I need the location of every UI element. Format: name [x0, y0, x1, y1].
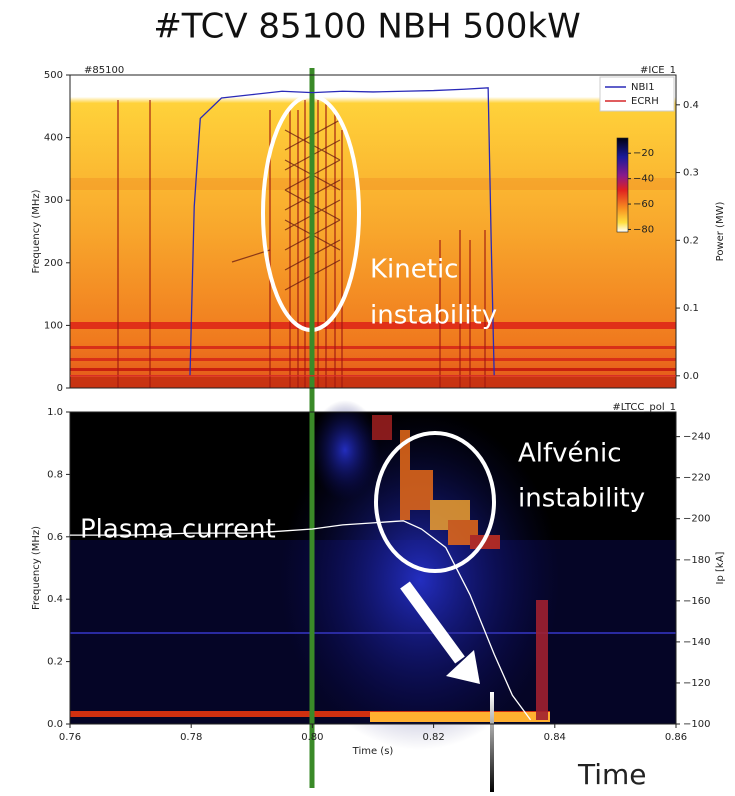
charts: 0 100 200 300 400 500 0.0 0.1 0.2 0.3 0.4 Frequency… — [31, 65, 726, 757]
y-tick-label: 100 — [44, 320, 63, 331]
annotation: instability — [518, 484, 645, 514]
y-tick-label: 0.6 — [47, 532, 63, 543]
plot-frame — [69, 411, 677, 725]
x-tick-label: 0.86 — [665, 732, 687, 743]
y-tick-label: 500 — [44, 70, 63, 81]
plot-frame — [69, 74, 677, 389]
y-tick-label: 0.2 — [47, 657, 63, 668]
legend-label: NBI1 — [631, 82, 655, 93]
y-tick-label: 0 — [57, 383, 63, 394]
title: #TCV 85100 NBH 500kW — [153, 7, 580, 47]
diagnostic-label: #LTCC_pol_1 — [612, 402, 676, 413]
series-line — [70, 520, 532, 721]
colorbar — [616, 137, 629, 233]
annotation: Kinetic — [370, 255, 458, 285]
y2-tick-label: 0.2 — [683, 235, 699, 246]
overlay — [261, 68, 496, 792]
annotations: Kinetic instability Alfvénic instability Pla… — [80, 255, 647, 792]
colorbar-tick-label: −60 — [633, 199, 654, 210]
y2-tick-label: −180 — [683, 555, 710, 566]
x-axis-label: Time (s) — [352, 746, 394, 757]
y-tick-label: 400 — [44, 133, 63, 144]
y-tick-label: 0.4 — [47, 594, 63, 605]
y2-tick-label: −100 — [683, 719, 710, 730]
y2-axis-label: Power (MW) — [715, 202, 726, 262]
annotation: instability — [370, 301, 497, 331]
legend-box — [599, 76, 675, 112]
colorbar-tick-label: −20 — [633, 148, 654, 159]
y2-tick-label: 0.1 — [683, 303, 699, 314]
y-axis-label: Frequency (MHz) — [31, 189, 42, 273]
series-line — [189, 87, 495, 376]
y2-tick-label: 0.4 — [683, 100, 699, 111]
annotation: Time — [577, 758, 647, 791]
y2-tick-label: −200 — [683, 514, 710, 525]
legend-label: ECRH — [631, 96, 659, 107]
diagnostic-label: #ICE_1 — [640, 65, 676, 76]
x-tick-label: 0.82 — [422, 732, 444, 743]
x-tick-label: 0.78 — [180, 732, 202, 743]
y2-axis-label: Ip [kA] — [715, 551, 726, 584]
y2-tick-label: 0.0 — [683, 371, 699, 382]
spectrogram-bottom — [70, 400, 676, 750]
y-tick-label: 0.8 — [47, 469, 63, 480]
y2-tick-label: 0.3 — [683, 168, 699, 179]
y-axis-label: Frequency (MHz) — [31, 526, 42, 610]
y-tick-label: 1.0 — [47, 407, 63, 418]
colorbar-tick-label: −80 — [633, 224, 654, 235]
x-tick-label: 0.80 — [301, 732, 323, 743]
colorbar-tick-label: −40 — [633, 174, 654, 185]
x-tick-label: 0.76 — [59, 732, 81, 743]
shot-label: #85100 — [84, 65, 124, 76]
spectrogram-top — [70, 75, 676, 388]
x-tick-label: 0.84 — [544, 732, 566, 743]
y2-tick-label: −120 — [683, 678, 710, 689]
y2-tick-label: −140 — [683, 637, 710, 648]
y2-tick-label: −160 — [683, 596, 710, 607]
annotation: Alfvénic — [518, 439, 622, 469]
y-tick-label: 300 — [44, 195, 63, 206]
y-tick-label: 200 — [44, 258, 63, 269]
annotation: Plasma current — [80, 515, 276, 545]
y2-tick-label: −220 — [683, 473, 710, 484]
y-tick-label: 0.0 — [47, 719, 63, 730]
y2-tick-label: −240 — [683, 432, 710, 443]
